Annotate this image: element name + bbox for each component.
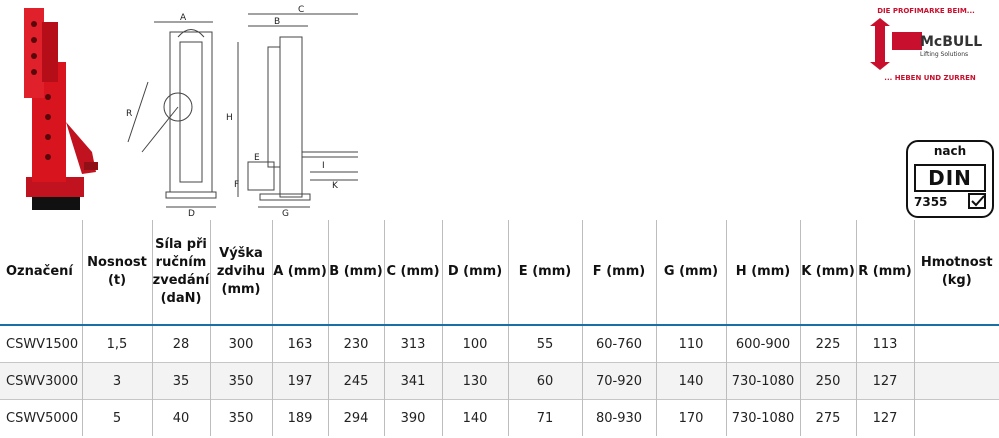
cell: 189 <box>271 399 328 436</box>
table-row: CSWV5000 5 40 350 189 294 390 140 71 80-… <box>0 399 999 436</box>
cell: 60-760 <box>581 325 656 363</box>
table-row: CSWV3000 3 35 350 197 245 341 130 60 70-… <box>0 362 999 400</box>
cell: 350 <box>209 399 272 436</box>
cell: 5 <box>81 399 152 436</box>
cell: 600-900 <box>725 325 800 363</box>
cell: 71 <box>507 399 582 436</box>
col-vyska: Výška zdvihu (mm) <box>209 220 272 325</box>
cell: 294 <box>327 399 384 436</box>
dim-label-e: E <box>254 153 260 163</box>
col-a: A (mm) <box>271 220 328 325</box>
dim-label-h: H <box>226 113 233 123</box>
cell: CSWV5000 <box>6 410 79 426</box>
cell: 70-920 <box>581 362 656 400</box>
dim-label-f: F <box>234 180 239 190</box>
cell: 730-1080 <box>725 399 800 436</box>
cell: 225 <box>799 325 856 363</box>
cell: 350 <box>209 362 272 400</box>
cell: 60 <box>507 362 582 400</box>
col-hmotnost: Hmotnost (kg) <box>913 220 999 325</box>
cell: 113 <box>855 325 914 363</box>
cell <box>913 399 999 436</box>
cell: 250 <box>799 362 856 400</box>
cell: 140 <box>655 362 726 400</box>
dim-label-c: C <box>298 5 304 15</box>
table-header: Označení Nosnost (t) Síla při ručním zve… <box>0 220 999 325</box>
col-nosnost: Nosnost (t) <box>81 220 152 325</box>
dim-label-a: A <box>180 13 187 23</box>
specs-table: Označení Nosnost (t) Síla při ručním zve… <box>0 220 999 436</box>
cell <box>913 362 999 400</box>
cell: 100 <box>441 325 508 363</box>
dim-label-r: R <box>126 109 132 119</box>
checkmark-icon <box>968 193 986 209</box>
logo-bottom-text: ... HEBEN UND ZURREN <box>884 74 976 82</box>
cell: 341 <box>383 362 442 400</box>
cell: 80-930 <box>581 399 656 436</box>
din-7355-badge: nach DIN 7355 <box>906 140 994 218</box>
col-sila: Síla při ručním zvedání (daN) <box>151 220 210 325</box>
dim-label-d: D <box>188 209 195 217</box>
cell: 300 <box>209 325 272 363</box>
cell: 275 <box>799 399 856 436</box>
cell: 110 <box>655 325 726 363</box>
cell: 3 <box>81 362 152 400</box>
cell: 127 <box>855 399 914 436</box>
col-g: G (mm) <box>655 220 726 325</box>
cell: 130 <box>441 362 508 400</box>
product-photo <box>24 8 98 210</box>
mcbull-logo: DIE PROFIMARKE BEIM... McBULL Lifting So… <box>870 7 982 82</box>
cell: CSWV1500 <box>6 336 79 352</box>
dim-label-i: I <box>322 161 325 171</box>
col-oznaceni: Označení <box>6 264 73 279</box>
logo-brand: McBULL <box>920 34 982 50</box>
col-c: C (mm) <box>383 220 442 325</box>
cell: 170 <box>655 399 726 436</box>
col-h: H (mm) <box>725 220 800 325</box>
cell: 140 <box>441 399 508 436</box>
dim-label-b: B <box>274 17 280 27</box>
cell: 245 <box>327 362 384 400</box>
din-number: 7355 <box>914 195 948 209</box>
cell: 390 <box>383 399 442 436</box>
col-f: F (mm) <box>581 220 656 325</box>
logo-sub: Lifting Solutions <box>920 51 968 58</box>
col-r: R (mm) <box>855 220 914 325</box>
cell: 197 <box>271 362 328 400</box>
cell: 313 <box>383 325 442 363</box>
cell: 40 <box>151 399 210 436</box>
cell: 1,5 <box>81 325 152 363</box>
cell: CSWV3000 <box>6 373 79 389</box>
col-b: B (mm) <box>327 220 384 325</box>
dim-label-g: G <box>282 209 289 217</box>
din-mid-text: DIN <box>914 164 986 192</box>
col-e: E (mm) <box>507 220 582 325</box>
technical-drawing: A D R C B H E F G I K <box>126 5 358 217</box>
table-body: CSWV1500 1,5 28 300 163 230 313 100 55 6… <box>0 325 999 436</box>
din-bottom-row: 7355 <box>914 193 986 210</box>
din-top-text: nach <box>933 144 967 158</box>
cell: 35 <box>151 362 210 400</box>
logo-top-text: DIE PROFIMARKE BEIM... <box>877 7 975 15</box>
cell: 55 <box>507 325 582 363</box>
cell: 163 <box>271 325 328 363</box>
col-d: D (mm) <box>441 220 508 325</box>
col-k: K (mm) <box>799 220 856 325</box>
cell: 230 <box>327 325 384 363</box>
table-row: CSWV1500 1,5 28 300 163 230 313 100 55 6… <box>0 325 999 363</box>
product-header-area: A D R C B H E F G I K DIE PROFIMARKE BEI… <box>24 5 994 218</box>
dim-label-k: K <box>332 181 339 191</box>
cell <box>913 325 999 363</box>
cell: 730-1080 <box>725 362 800 400</box>
cell: 28 <box>151 325 210 363</box>
cell: 127 <box>855 362 914 400</box>
